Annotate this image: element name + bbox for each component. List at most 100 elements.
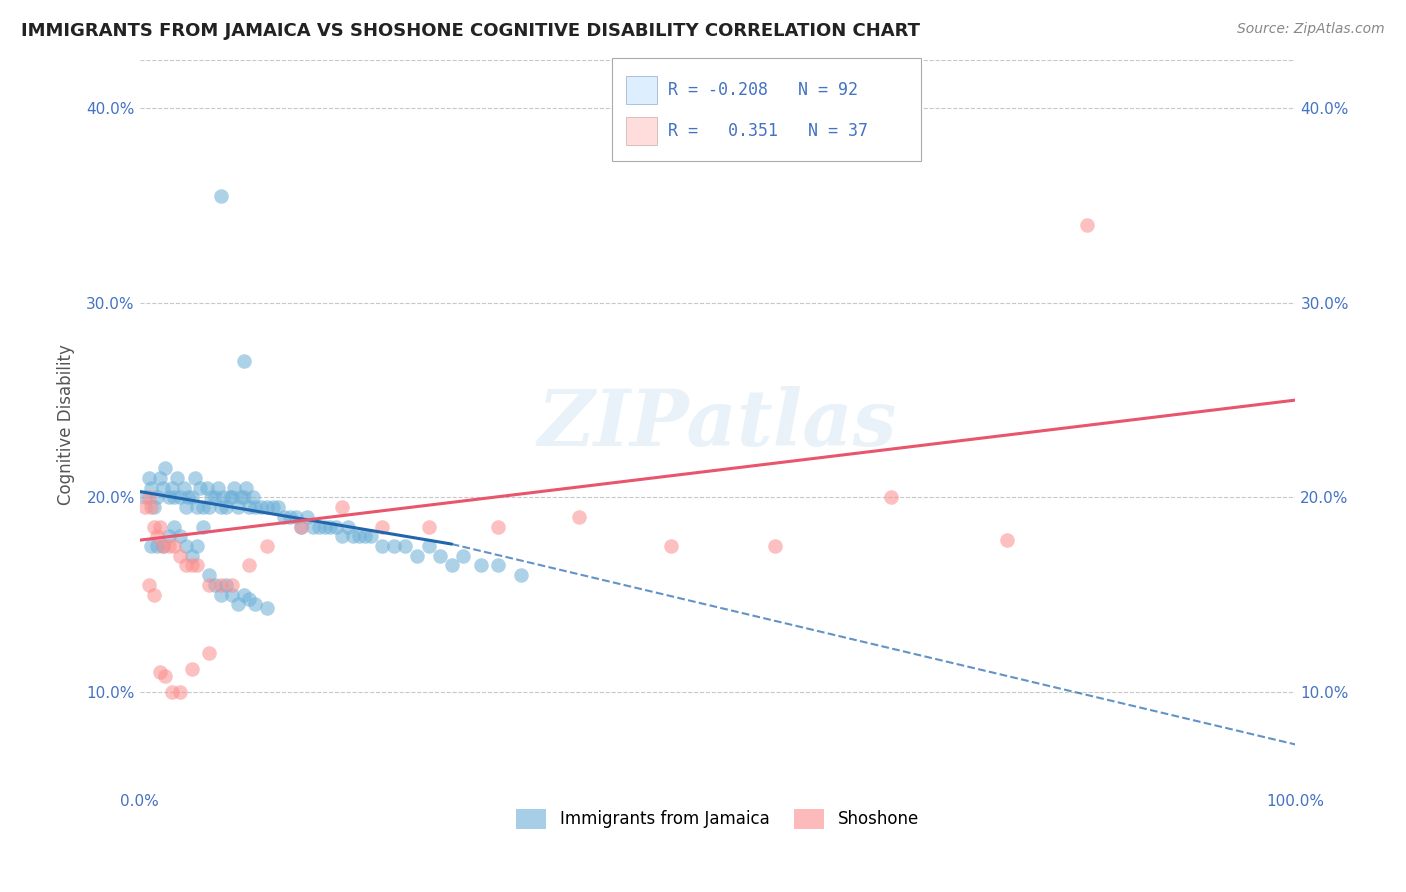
Point — [157, 491, 180, 505]
Point — [146, 491, 169, 505]
Point — [198, 568, 221, 582]
Point — [198, 500, 221, 514]
Point — [138, 578, 160, 592]
Point — [142, 519, 165, 533]
Point — [134, 500, 156, 514]
Point — [250, 500, 273, 514]
Text: IMMIGRANTS FROM JAMAICA VS SHOSHONE COGNITIVE DISABILITY CORRELATION CHART: IMMIGRANTS FROM JAMAICA VS SHOSHONE COGN… — [21, 22, 920, 40]
Point — [157, 539, 180, 553]
Point — [138, 491, 160, 505]
Point — [138, 471, 160, 485]
Point — [330, 500, 353, 514]
Point — [134, 491, 156, 505]
Point — [184, 471, 207, 485]
Point — [242, 491, 264, 505]
Point — [173, 481, 195, 495]
Point — [319, 519, 342, 533]
Point — [314, 519, 336, 533]
Point — [342, 529, 364, 543]
Point — [232, 491, 254, 505]
Point — [256, 539, 278, 553]
Point — [371, 519, 394, 533]
Point — [429, 549, 451, 563]
Point — [330, 529, 353, 543]
Point — [209, 588, 232, 602]
Point — [177, 491, 200, 505]
Point — [169, 549, 191, 563]
Point — [382, 539, 405, 553]
Point — [174, 558, 197, 573]
Point — [152, 539, 174, 553]
Point — [204, 491, 226, 505]
Point — [174, 500, 197, 514]
Point — [297, 509, 319, 524]
Point — [163, 491, 186, 505]
Point — [163, 519, 186, 533]
Point — [180, 491, 202, 505]
Point — [453, 549, 475, 563]
Point — [153, 669, 176, 683]
Point — [193, 500, 215, 514]
Point — [142, 588, 165, 602]
Point — [215, 578, 238, 592]
Point — [486, 519, 509, 533]
Point — [209, 189, 232, 203]
Point — [160, 481, 183, 495]
Point — [204, 578, 226, 592]
Point — [141, 481, 163, 495]
Point — [278, 509, 301, 524]
Point — [267, 500, 290, 514]
Point — [231, 491, 253, 505]
Point — [232, 588, 254, 602]
Point — [235, 481, 257, 495]
Point — [256, 601, 278, 615]
Point — [153, 461, 176, 475]
Point — [763, 539, 786, 553]
Point — [163, 539, 186, 553]
Point — [146, 539, 169, 553]
Point — [207, 481, 229, 495]
Point — [142, 500, 165, 514]
Point — [180, 662, 202, 676]
Point — [166, 471, 188, 485]
Point — [238, 558, 260, 573]
Point — [152, 539, 174, 553]
Text: R = -0.208   N = 92: R = -0.208 N = 92 — [668, 81, 858, 99]
Point — [186, 558, 208, 573]
Point — [238, 591, 260, 606]
Point — [995, 533, 1018, 548]
Point — [284, 509, 307, 524]
Point — [308, 519, 330, 533]
Y-axis label: Cognitive Disability: Cognitive Disability — [58, 344, 75, 505]
Point — [394, 539, 416, 553]
Point — [354, 529, 377, 543]
Point — [209, 578, 232, 592]
Point — [157, 529, 180, 543]
Point — [193, 519, 215, 533]
Point — [1076, 218, 1098, 232]
Point — [232, 354, 254, 368]
Point — [226, 500, 249, 514]
Point — [149, 665, 172, 680]
Text: R =   0.351   N = 37: R = 0.351 N = 37 — [668, 122, 868, 140]
Point — [200, 491, 222, 505]
Point — [238, 500, 260, 514]
Point — [418, 519, 440, 533]
Point — [349, 529, 371, 543]
Point — [180, 549, 202, 563]
Point — [224, 481, 246, 495]
Point — [169, 529, 191, 543]
Point — [141, 500, 163, 514]
Point — [290, 519, 312, 533]
Point — [245, 598, 267, 612]
Point — [174, 539, 197, 553]
Point — [209, 500, 232, 514]
Point — [221, 588, 243, 602]
Text: Source: ZipAtlas.com: Source: ZipAtlas.com — [1237, 22, 1385, 37]
Point — [195, 481, 218, 495]
Point — [186, 539, 208, 553]
Point — [198, 578, 221, 592]
Point — [160, 685, 183, 699]
Point — [510, 568, 533, 582]
Point — [486, 558, 509, 573]
